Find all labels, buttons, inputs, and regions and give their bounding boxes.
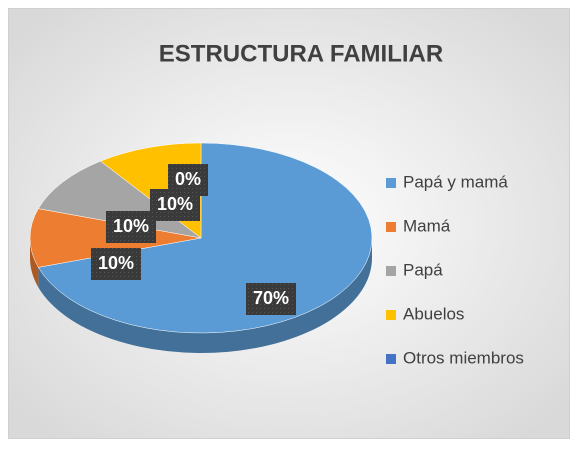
data-label-box bbox=[90, 248, 142, 280]
slice-side bbox=[38, 238, 373, 353]
data-label-text: 10% bbox=[113, 216, 149, 236]
data-label-text: 10% bbox=[98, 253, 134, 273]
legend-label: Papá y mamá bbox=[403, 172, 508, 191]
data-label-box bbox=[105, 211, 157, 243]
data-label: 10% bbox=[90, 248, 142, 280]
slice-side bbox=[30, 238, 39, 288]
data-label: 0% bbox=[167, 164, 209, 196]
data-label-box bbox=[245, 283, 297, 315]
data-label-text: 0% bbox=[175, 169, 201, 189]
legend-label: Mamá bbox=[403, 216, 451, 235]
legend-label: Otros miembros bbox=[403, 348, 524, 367]
data-label: 70% bbox=[245, 283, 297, 315]
data-label-box bbox=[167, 164, 209, 196]
data-label-text: 10% bbox=[157, 194, 193, 214]
legend-label: Papá bbox=[403, 260, 443, 279]
legend-label: Abuelos bbox=[403, 304, 464, 323]
legend-swatch bbox=[386, 266, 396, 276]
legend-swatch bbox=[386, 354, 396, 364]
legend-swatch bbox=[386, 178, 396, 188]
data-label: 10% bbox=[105, 211, 157, 243]
chart-title: ESTRUCTURA FAMILIAR bbox=[159, 40, 443, 67]
legend-swatch bbox=[386, 222, 396, 232]
legend-swatch bbox=[386, 310, 396, 320]
data-label-text: 70% bbox=[253, 288, 289, 308]
